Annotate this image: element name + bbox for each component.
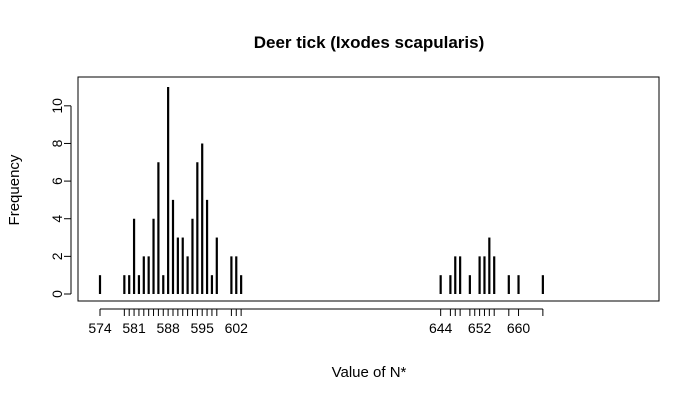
x-tick-label: 644	[429, 320, 453, 336]
x-tick-label: 595	[191, 320, 215, 336]
y-tick-label: 2	[49, 252, 65, 260]
y-tick-label: 6	[49, 177, 65, 185]
y-tick-label: 8	[49, 139, 65, 147]
x-axis-label: Value of N*	[332, 364, 407, 381]
y-tick-label: 10	[49, 98, 65, 114]
x-axis: 574 581 588 595 602 644 652 660	[88, 308, 544, 336]
y-tick-label: 0	[49, 290, 65, 298]
bars	[98, 87, 544, 294]
x-tick-label: 574	[88, 320, 112, 336]
x-tick-label: 588	[156, 320, 180, 336]
x-tick-label: 602	[225, 320, 249, 336]
x-tick-label: 581	[122, 320, 146, 336]
x-tick-label: 652	[468, 320, 492, 336]
y-tick-label: 4	[49, 215, 65, 223]
y-axis-label: Frequency	[6, 154, 23, 225]
chart-title: Deer tick (Ixodes scapularis)	[254, 33, 485, 52]
x-tick-label: 660	[507, 320, 531, 336]
y-axis: 0 2 4 6 8 10	[49, 98, 72, 298]
plot-frame	[77, 76, 660, 302]
